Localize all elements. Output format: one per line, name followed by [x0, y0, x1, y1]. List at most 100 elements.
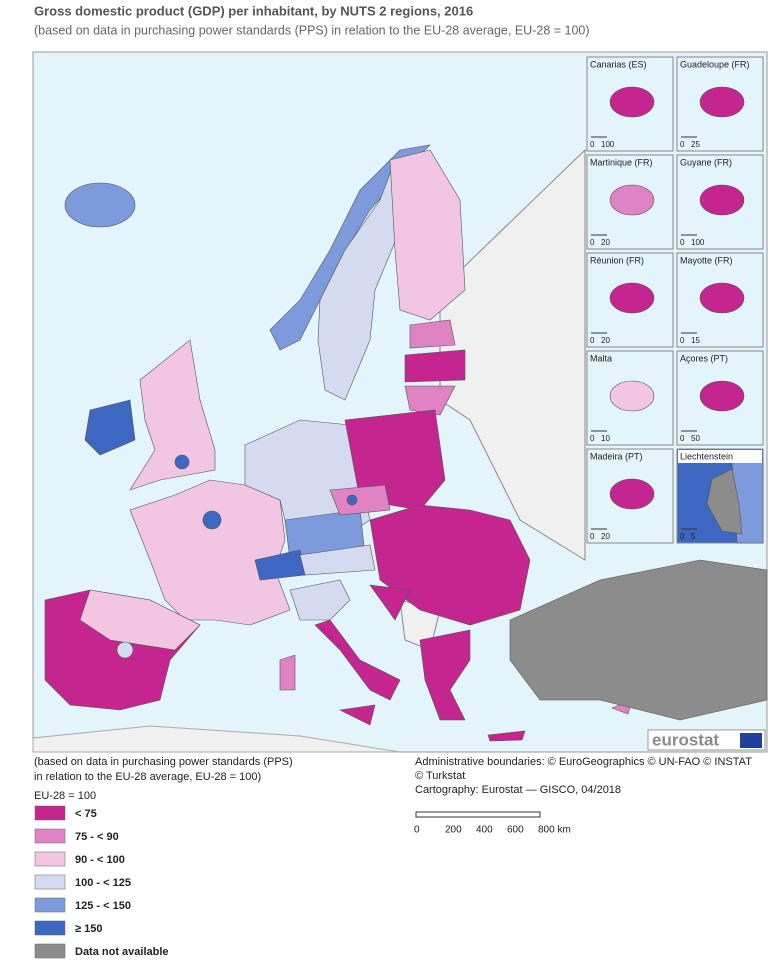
inset-scale-label: 0: [680, 532, 685, 541]
legend-note: in relation to the EU-28 average, EU-28 …: [34, 771, 261, 783]
scale-bar-rect: [415, 811, 541, 818]
inset-title: Guadeloupe (FR): [680, 59, 750, 69]
inset-scale-label: 0: [680, 434, 685, 443]
legend-swatch: [34, 828, 66, 844]
inset-scale-label: 15: [691, 336, 700, 345]
scale-bar: 0 200 400 600 800 km: [414, 811, 571, 836]
region: [279, 654, 296, 691]
region: [174, 454, 190, 470]
region: [419, 629, 471, 721]
region: [404, 385, 456, 416]
title: Gross domestic product (GDP) per inhabit…: [34, 3, 473, 18]
region: [346, 494, 358, 506]
inset-title: Guyane (FR): [680, 157, 732, 167]
legend-label: < 75: [75, 808, 97, 820]
legend-swatch: [34, 805, 66, 821]
inset-scale-label: 0: [680, 336, 685, 345]
legend-swatch: [34, 874, 66, 890]
inset-scale-label: 0: [680, 238, 685, 247]
region: [64, 182, 136, 228]
legend-label: 100 - < 125: [75, 877, 131, 889]
region: [79, 589, 201, 651]
region: [699, 380, 745, 412]
inset-title-bg: [678, 450, 762, 463]
inset-title: Açores (PT): [680, 353, 728, 363]
region: [299, 544, 376, 576]
region: [317, 159, 416, 401]
region: [344, 409, 446, 511]
region: [609, 380, 655, 412]
eu-flag: [740, 733, 762, 748]
inset-scale-label: 20: [601, 336, 610, 345]
region: [609, 86, 655, 118]
region: [202, 510, 222, 530]
region: [129, 479, 291, 626]
inset-scale-label: 100: [691, 238, 705, 247]
legend-label: Data not available: [75, 946, 169, 958]
region: [129, 339, 216, 491]
credit: © Turkstat: [415, 770, 465, 782]
inset-scale-label: 50: [691, 434, 700, 443]
legend-label: 90 - < 100: [75, 854, 125, 866]
inset-scale-label: 0: [680, 140, 685, 149]
map: Canarias (ES) 0 100 Guadeloupe (FR) 0 25 Marti…: [32, 51, 768, 753]
inset-scale-label: 0: [590, 238, 595, 247]
scale-label: 200: [445, 825, 462, 836]
region: [706, 468, 743, 535]
inset-scale-label: 5: [691, 532, 696, 541]
legend-swatch: [34, 851, 66, 867]
region: [609, 478, 655, 510]
legend-note: (based on data in purchasing power stand…: [34, 756, 293, 768]
region: [84, 399, 136, 456]
region: [699, 184, 745, 216]
inset-title: Réunion (FR): [590, 255, 644, 265]
inset-scale-label: 0: [590, 140, 595, 149]
region: [509, 559, 768, 721]
inset-title: Mayotte (FR): [680, 255, 733, 265]
inset-title: Malta: [590, 353, 612, 363]
inset-scale-label: 20: [601, 532, 610, 541]
inset-title: Martinique (FR): [590, 157, 653, 167]
legend-label: 125 - < 150: [75, 900, 131, 912]
region: [369, 584, 411, 621]
logo-box: [647, 729, 766, 751]
region: [289, 579, 351, 621]
region: [699, 86, 745, 118]
legend-swatch: [34, 943, 66, 959]
region: [339, 704, 376, 726]
legend-base: EU-28 = 100: [34, 790, 96, 802]
region: [389, 149, 466, 321]
inset-title: Canarias (ES): [590, 59, 647, 69]
inset-scale-label: 0: [590, 532, 595, 541]
legend-label: ≥ 150: [75, 923, 102, 935]
region: [116, 641, 134, 659]
inset-scale-label: 100: [601, 140, 615, 149]
region: [314, 619, 401, 701]
region: [699, 282, 745, 314]
legend-swatch: [34, 897, 66, 913]
legend: < 75 75 - < 90 90 - < 100 100 - < 125 125 - …: [34, 805, 169, 959]
scale-label: 600: [507, 825, 524, 836]
region: [609, 282, 655, 314]
scale-label: 800 km: [538, 825, 571, 836]
region: [404, 349, 466, 383]
subtitle: (based on data in purchasing power stand…: [34, 23, 590, 37]
non-eu-land: [32, 725, 401, 753]
legend-label: 75 - < 90: [75, 831, 119, 843]
inset-scale-label: 25: [691, 140, 700, 149]
region: [329, 484, 391, 516]
inset-scale-label: 20: [601, 238, 610, 247]
scale-label: 0: [414, 825, 420, 836]
logo: eurostat: [652, 730, 719, 749]
region: [409, 319, 456, 349]
inset-title: Liechtenstein: [680, 451, 733, 461]
region: [487, 730, 526, 742]
region: [609, 184, 655, 216]
credit: Cartography: Eurostat — GISCO, 04/2018: [415, 784, 621, 796]
scale-label: 400: [476, 825, 493, 836]
insets: Canarias (ES) 0 100 Guadeloupe (FR) 0 25 Marti…: [586, 56, 764, 544]
inset-scale-label: 0: [590, 336, 595, 345]
inset-scale-label: 0: [590, 434, 595, 443]
inset-title: Madeira (PT): [590, 451, 643, 461]
